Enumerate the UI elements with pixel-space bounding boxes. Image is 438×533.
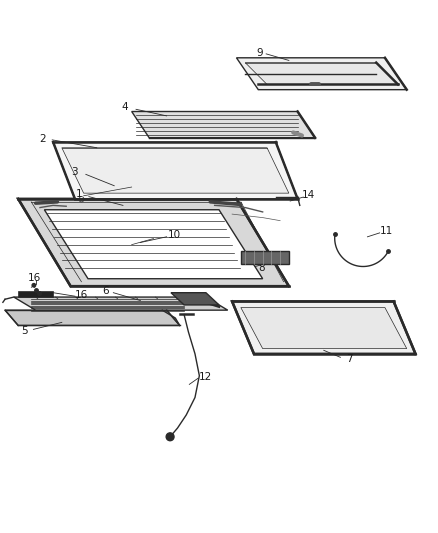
Polygon shape	[245, 62, 398, 84]
Text: 10: 10	[168, 230, 181, 240]
Polygon shape	[62, 148, 289, 193]
Polygon shape	[171, 293, 219, 305]
Polygon shape	[14, 297, 228, 310]
Text: 9: 9	[257, 47, 263, 58]
Text: 5: 5	[21, 326, 28, 336]
Circle shape	[166, 433, 174, 441]
Text: 7: 7	[346, 354, 353, 364]
Polygon shape	[241, 251, 289, 264]
Polygon shape	[53, 142, 297, 199]
Text: 16: 16	[28, 273, 41, 283]
Circle shape	[38, 292, 41, 295]
Polygon shape	[132, 111, 315, 138]
Text: 12: 12	[199, 372, 212, 382]
Text: 4: 4	[122, 102, 128, 112]
Text: 8: 8	[258, 263, 265, 273]
Text: 6: 6	[102, 286, 109, 295]
Polygon shape	[5, 310, 180, 326]
Text: 11: 11	[380, 225, 393, 236]
Circle shape	[35, 289, 38, 292]
Text: 14: 14	[302, 190, 315, 200]
Polygon shape	[232, 302, 416, 354]
Text: 3: 3	[71, 167, 78, 177]
Polygon shape	[44, 210, 263, 279]
Text: 1: 1	[76, 189, 83, 199]
Circle shape	[32, 284, 35, 287]
Polygon shape	[237, 58, 407, 90]
Text: 2: 2	[39, 134, 46, 143]
Polygon shape	[241, 308, 407, 349]
Text: 16: 16	[75, 290, 88, 300]
Polygon shape	[18, 290, 53, 297]
Polygon shape	[18, 199, 289, 286]
